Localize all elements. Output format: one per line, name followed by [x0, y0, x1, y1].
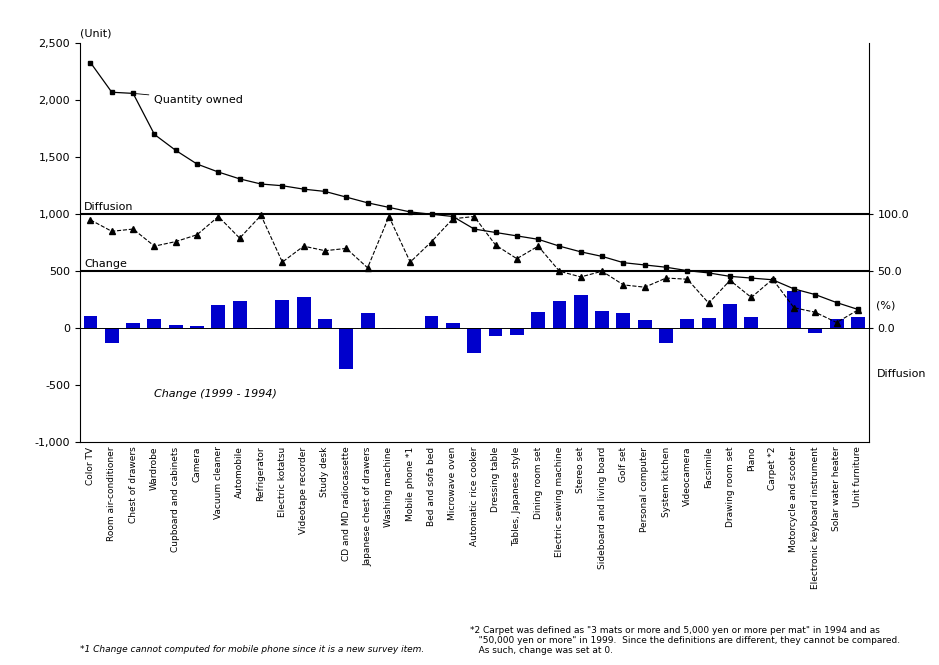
Text: *2 Carpet was defined as "3 mats or more and 5,000 yen or more per mat" in 1994 : *2 Carpet was defined as "3 mats or more… — [470, 626, 880, 635]
Text: Diffusion: Diffusion — [876, 369, 926, 379]
Text: Electric sewing machine: Electric sewing machine — [555, 447, 564, 557]
Text: Washing machine: Washing machine — [384, 447, 393, 527]
Bar — [84, 316, 98, 329]
Text: *1 Change cannot computed for mobile phone since it is a new survey item.: *1 Change cannot computed for mobile pho… — [80, 644, 424, 654]
Bar — [169, 325, 183, 329]
Text: Piano: Piano — [747, 447, 756, 471]
Bar — [681, 319, 694, 329]
Text: Chest of drawers: Chest of drawers — [129, 447, 138, 523]
Bar — [488, 329, 502, 336]
Bar — [297, 297, 311, 329]
Text: Microwave oven: Microwave oven — [449, 447, 457, 520]
Bar — [339, 329, 353, 369]
Text: Mobile phone *1: Mobile phone *1 — [406, 447, 415, 521]
Text: System kitchen: System kitchen — [662, 447, 670, 517]
Text: Solar water heater: Solar water heater — [832, 447, 841, 531]
Bar — [147, 319, 162, 329]
Text: Vacuum cleaner: Vacuum cleaner — [214, 447, 223, 519]
Text: Videotape recorder: Videotape recorder — [300, 447, 308, 534]
Bar — [851, 317, 865, 329]
Bar — [745, 317, 759, 329]
Text: Quantity owned: Quantity owned — [136, 94, 243, 104]
Text: CD and MD radiocassette: CD and MD radiocassette — [342, 447, 351, 561]
Text: (%): (%) — [876, 301, 896, 311]
Bar — [701, 318, 716, 329]
Text: Change (1999 - 1994): Change (1999 - 1994) — [154, 388, 277, 398]
Text: Refrigerator: Refrigerator — [256, 447, 266, 501]
Bar — [808, 329, 823, 332]
Text: "50,000 yen or more" in 1999.  Since the definitions are different, they cannot : "50,000 yen or more" in 1999. Since the … — [470, 636, 900, 645]
Text: Change: Change — [85, 259, 127, 269]
Text: Facsimile: Facsimile — [704, 447, 714, 488]
Text: Automatic rice cooker: Automatic rice cooker — [470, 447, 479, 546]
Text: Golf set: Golf set — [619, 447, 628, 481]
Text: Camera: Camera — [192, 447, 202, 482]
Text: Automobile: Automobile — [235, 447, 244, 499]
Bar — [126, 323, 140, 329]
Bar — [105, 329, 118, 343]
Text: Unit furniture: Unit furniture — [854, 447, 862, 507]
Bar — [723, 305, 737, 329]
Bar — [552, 301, 566, 329]
Bar — [659, 329, 673, 343]
Bar — [233, 301, 247, 329]
Bar — [424, 316, 439, 329]
Bar — [510, 329, 524, 335]
Text: Tables, Japanese style: Tables, Japanese style — [513, 447, 521, 546]
Bar — [468, 329, 481, 353]
Bar — [318, 319, 331, 329]
Text: Stereo set: Stereo set — [577, 447, 585, 493]
Bar — [275, 300, 289, 329]
Text: Videocamera: Videocamera — [683, 447, 692, 506]
Bar — [595, 311, 609, 329]
Bar — [531, 313, 545, 329]
Text: Drawing room set: Drawing room set — [726, 447, 734, 527]
Text: Japanese chest of drawers: Japanese chest of drawers — [363, 447, 372, 566]
Bar — [617, 313, 630, 329]
Text: Wardrobe: Wardrobe — [150, 447, 159, 490]
Text: As such, change was set at 0.: As such, change was set at 0. — [470, 646, 612, 655]
Text: Carpet *2: Carpet *2 — [768, 447, 777, 490]
Text: Sideboard and living board: Sideboard and living board — [597, 447, 607, 569]
Text: Study desk: Study desk — [320, 447, 330, 497]
Text: (Unit): (Unit) — [80, 29, 112, 39]
Text: Dressing table: Dressing table — [491, 447, 500, 512]
Text: Cupboard and cabinets: Cupboard and cabinets — [171, 447, 180, 552]
Text: Diffusion: Diffusion — [85, 202, 133, 212]
Text: Electric kotatsu: Electric kotatsu — [278, 447, 286, 517]
Bar — [190, 326, 204, 329]
Bar — [446, 323, 460, 329]
Bar — [574, 295, 588, 329]
Text: Electronic keyboard instrument: Electronic keyboard instrument — [810, 447, 820, 589]
Text: Bed and sofa bed: Bed and sofa bed — [427, 447, 436, 526]
Text: Color TV: Color TV — [86, 447, 95, 485]
Text: Motorcycle and scooter: Motorcycle and scooter — [790, 447, 798, 553]
Text: Dining room set: Dining room set — [533, 447, 543, 519]
Text: Personal computer: Personal computer — [640, 447, 649, 531]
Bar — [638, 321, 652, 329]
Bar — [361, 313, 375, 329]
Bar — [787, 291, 801, 329]
Text: Room air-conditioner: Room air-conditioner — [107, 447, 116, 541]
Bar — [830, 319, 843, 329]
Bar — [211, 305, 225, 329]
